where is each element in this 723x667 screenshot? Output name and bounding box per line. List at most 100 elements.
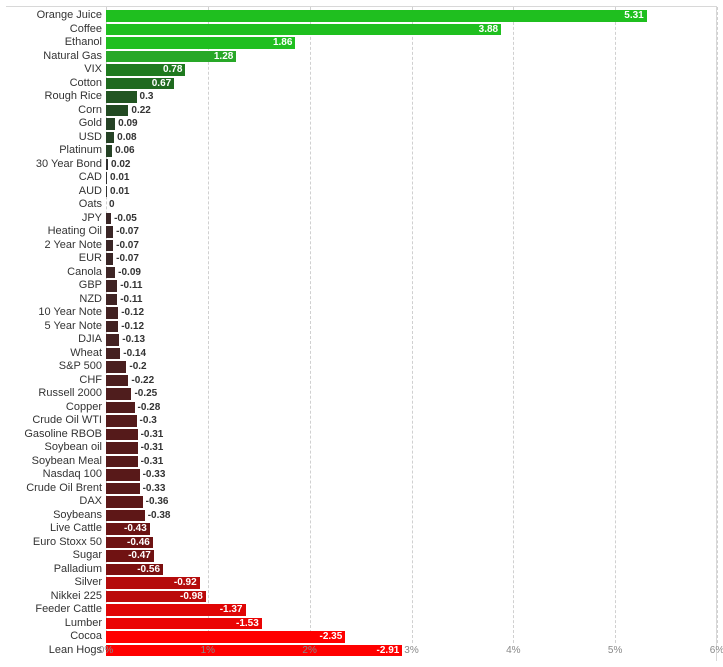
bar-value: -0.2 [129,360,146,374]
chart-row: Cotton0.67 [6,77,716,91]
bar [106,253,113,265]
bar-value: -0.12 [121,306,144,320]
chart-row: Coffee3.88 [6,23,716,37]
x-axis: 0%1%2%3%4%5%6% [106,643,716,661]
bar [106,240,113,252]
row-label: USD [2,131,102,145]
bar [106,24,501,36]
chart-row: Lumber-1.53 [6,617,716,631]
bar [106,442,138,454]
x-tick: 4% [506,645,520,656]
bar [106,361,126,373]
bar-value: -0.22 [131,374,154,388]
bar [106,10,647,22]
x-tick: 1% [201,645,215,656]
row-label: Palladium [2,563,102,577]
row-label: Corn [2,104,102,118]
bar-value: 0.22 [131,104,150,118]
row-label: Oats [2,198,102,212]
bar-value: 0.09 [118,117,137,131]
bar-value: -0.31 [141,441,164,455]
bar [106,280,117,292]
row-label: Copper [2,401,102,415]
x-tick: 6% [710,645,723,656]
bar [106,415,137,427]
bar-value: -0.33 [143,468,166,482]
row-label: S&P 500 [2,360,102,374]
chart-row: Silver-0.92 [6,576,716,590]
bar-value: 0.67 [152,77,171,91]
bar [106,132,114,144]
row-label: NZD [2,293,102,307]
bar-value: -0.31 [141,428,164,442]
row-label: GBP [2,279,102,293]
chart-row: EUR-0.07 [6,252,716,266]
row-label: Crude Oil WTI [2,414,102,428]
x-tick: 5% [608,645,622,656]
bar [106,37,295,49]
bar-value: -0.38 [148,509,171,523]
bar-value: -0.07 [116,225,139,239]
row-label: AUD [2,185,102,199]
chart-row: Nikkei 225-0.98 [6,590,716,604]
bar [106,307,118,319]
bar [106,267,115,279]
chart-row: DAX-0.36 [6,495,716,509]
row-label: Russell 2000 [2,387,102,401]
bar-value: -0.12 [121,320,144,334]
chart-row: CHF-0.22 [6,374,716,388]
chart-row: Sugar-0.47 [6,549,716,563]
bar-value: 1.28 [214,50,233,64]
chart-row: Natural Gas1.28 [6,50,716,64]
chart-row: VIX0.78 [6,63,716,77]
bar [106,483,140,495]
row-label: Ethanol [2,36,102,50]
chart-row: Russell 2000-0.25 [6,387,716,401]
bar [106,91,137,103]
bar [106,402,135,414]
bar [106,456,138,468]
bar-value: 3.88 [479,23,498,37]
row-label: Wheat [2,347,102,361]
chart-row: Wheat-0.14 [6,347,716,361]
row-label: Live Cattle [2,522,102,536]
bar-value: -1.37 [220,603,243,617]
row-label: Cotton [2,77,102,91]
row-label: Lumber [2,617,102,631]
bar-value: -0.14 [123,347,146,361]
bar-value: 0.02 [111,158,130,172]
bar-value: 0 [109,198,115,212]
chart-row: Nasdaq 100-0.33 [6,468,716,482]
row-label: Gasoline RBOB [2,428,102,442]
row-label: Rough Rice [2,90,102,104]
chart-row: Crude Oil Brent-0.33 [6,482,716,496]
row-label: DAX [2,495,102,509]
row-label: Orange Juice [2,9,102,23]
bar-value: -0.07 [116,252,139,266]
bar [106,105,128,117]
chart-row: Rough Rice0.3 [6,90,716,104]
bar [106,159,108,171]
row-label: JPY [2,212,102,226]
bar-value: -0.43 [124,522,147,536]
chart-row: Ethanol1.86 [6,36,716,50]
bar-value: -0.33 [143,482,166,496]
bar-value: -0.36 [146,495,169,509]
chart-row: 10 Year Note-0.12 [6,306,716,320]
row-label: Soybean oil [2,441,102,455]
x-tick: 0% [99,645,113,656]
row-label: Platinum [2,144,102,158]
row-label: Silver [2,576,102,590]
row-label: Heating Oil [2,225,102,239]
chart-row: Heating Oil-0.07 [6,225,716,239]
chart-row: Feeder Cattle-1.37 [6,603,716,617]
bar [106,429,138,441]
row-label: Coffee [2,23,102,37]
bar-value: -0.3 [140,414,157,428]
bar-value: -0.11 [120,293,142,307]
bar-value: 0.78 [163,63,182,77]
chart-row: Soybeans-0.38 [6,509,716,523]
row-label: Canola [2,266,102,280]
chart-row: CAD0.01 [6,171,716,185]
bar [106,496,143,508]
